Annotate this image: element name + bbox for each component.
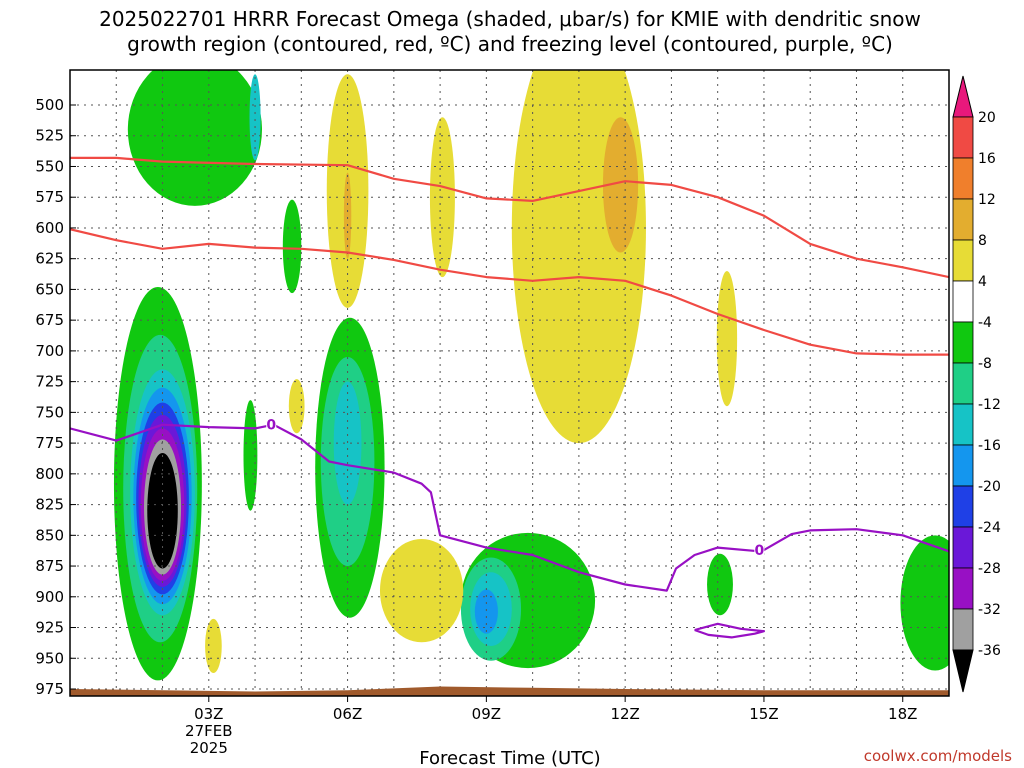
x-tick-sublabel: 2025	[190, 739, 228, 757]
y-tick-label: 925	[35, 619, 64, 637]
colorbar-top-arrow	[952, 75, 974, 118]
omega-region-yellow	[716, 270, 738, 407]
y-tick-label: 825	[35, 496, 64, 514]
colorbar-label: -28	[978, 561, 1001, 577]
freezing-level-label: 0	[754, 543, 764, 559]
freezing-label-bg	[754, 542, 765, 559]
y-tick-label: 650	[35, 280, 64, 298]
y-tick-label: 700	[35, 342, 64, 360]
ground-fill	[70, 686, 949, 696]
dgz-upper-contour	[70, 156, 949, 279]
colorbar: 20 16 12 8 4 -4 -8 -12 -16 -20 -24 -28 -32 -36	[952, 75, 1001, 693]
omega-region-green	[282, 199, 302, 294]
x-tick-label: 15Z	[749, 705, 778, 723]
colorbar-label: -20	[978, 479, 1001, 495]
dgz-lower-contour	[70, 228, 949, 356]
x-tick-label: 06Z	[333, 705, 362, 723]
colorbar-segment	[952, 116, 974, 159]
contour-lines: 00	[70, 156, 949, 639]
colorbar-label: -24	[978, 520, 1001, 536]
y-tick-label: 800	[35, 465, 64, 483]
credit-label: coolwx.com/models	[864, 747, 1012, 765]
x-tick-label: 18Z	[888, 705, 917, 723]
freezing-level-label: 0	[266, 418, 276, 434]
colorbar-segment	[952, 567, 974, 610]
colorbar-segment	[952, 444, 974, 487]
colorbar-bottom-arrow	[952, 649, 974, 693]
freezing-level-loop	[694, 622, 766, 639]
colorbar-label: 12	[978, 192, 996, 208]
omega-region-yellow	[205, 618, 222, 674]
chart-title-line-2: growth region (contoured, red, ºC) and f…	[127, 32, 893, 56]
colorbar-label: 8	[978, 233, 987, 249]
colorbar-segment	[952, 280, 974, 323]
colorbar-label: -36	[978, 643, 1001, 659]
colorbar-label: 16	[978, 151, 996, 167]
x-tick-sublabel: 27FEB	[185, 722, 232, 740]
y-tick-label: 750	[35, 403, 64, 421]
colorbar-label: -4	[978, 315, 992, 331]
y-tick-label: 675	[35, 311, 64, 329]
omega-region-green	[707, 553, 733, 616]
colorbar-label: -12	[978, 397, 1001, 413]
colorbar-segment	[952, 157, 974, 200]
x-tick-label: 12Z	[610, 705, 639, 723]
colorbar-label: 4	[978, 274, 987, 290]
y-tick-label: 775	[35, 434, 64, 452]
plot-border	[69, 69, 950, 697]
omega-region-cyan	[333, 381, 362, 505]
y-tick-label: 950	[35, 649, 64, 667]
omega-region-yellow	[379, 539, 464, 643]
colorbar-segment	[952, 321, 974, 364]
y-tick-label: 875	[35, 557, 64, 575]
y-tick-label: 975	[35, 680, 64, 698]
freezing-level-contour	[70, 423, 949, 592]
omega-region-lightblue	[474, 589, 498, 634]
y-axis: 500 525 550 575 600 625 650 675 700 725 750 775 800 8…	[35, 96, 76, 698]
y-tick-label: 550	[35, 157, 64, 175]
omega-region-green	[900, 535, 949, 671]
y-tick-label: 525	[35, 127, 64, 145]
colorbar-segment	[952, 198, 974, 241]
ground-surface	[70, 686, 949, 696]
colorbar-segment	[952, 608, 974, 651]
colorbar-label: -32	[978, 602, 1001, 618]
y-tick-label: 600	[35, 219, 64, 237]
omega-region-cyan	[249, 74, 261, 161]
freezing-label-bg	[266, 416, 277, 433]
colorbar-segment	[952, 403, 974, 446]
y-tick-label: 900	[35, 588, 64, 606]
omega-region-black	[147, 452, 178, 569]
omega-region-gold	[602, 117, 639, 253]
omega-region-green	[127, 70, 262, 206]
colorbar-segment	[952, 485, 974, 528]
x-axis-label: Forecast Time (UTC)	[419, 748, 600, 768]
x-tick-label: 03Z	[194, 705, 223, 723]
colorbar-segment	[952, 526, 974, 569]
y-tick-label: 850	[35, 526, 64, 544]
chart-title-line-1: 2025022701 HRRR Forecast Omega (shaded, …	[99, 7, 921, 31]
colorbar-label: 20	[978, 110, 996, 126]
colorbar-segment	[952, 239, 974, 282]
omega-region-yellow	[288, 379, 305, 434]
colorbar-label: -16	[978, 438, 1001, 454]
y-tick-label: 500	[35, 96, 64, 114]
colorbar-label: -8	[978, 356, 992, 372]
y-tick-label: 575	[35, 188, 64, 206]
omega-region-gold	[343, 172, 352, 259]
y-tick-label: 625	[35, 250, 64, 268]
colorbar-segment	[952, 362, 974, 405]
x-tick-label: 09Z	[472, 705, 501, 723]
y-tick-label: 725	[35, 373, 64, 391]
